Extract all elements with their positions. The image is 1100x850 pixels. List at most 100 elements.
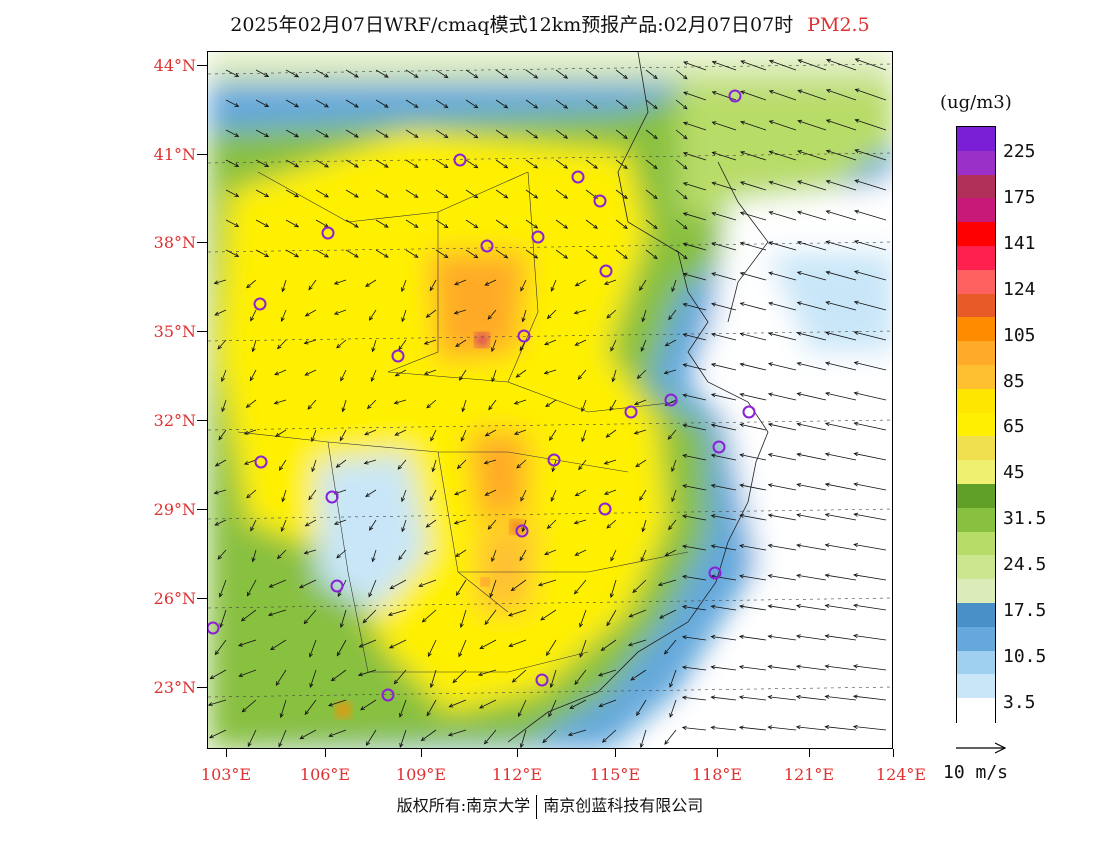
wind-vector-head	[268, 583, 274, 588]
wind-vector	[495, 249, 508, 259]
colorbar-label: 175	[1003, 187, 1036, 208]
wind-vector-head	[597, 672, 603, 677]
wind-vector	[215, 639, 227, 655]
wind-vector-head	[208, 734, 214, 739]
wind-vector-head	[623, 134, 628, 140]
wind-vector-head	[853, 512, 859, 517]
wind-vector	[375, 219, 389, 228]
wind-vector	[516, 459, 527, 469]
wind-vector	[740, 181, 767, 191]
wind-vector-head	[515, 373, 521, 378]
wind-vector-head	[664, 342, 670, 347]
wind-vector-head	[852, 664, 858, 669]
wind-vector-head	[682, 514, 687, 519]
wind-vector	[465, 219, 478, 229]
wind-vector	[516, 369, 527, 378]
wind-vector-head	[682, 484, 688, 489]
city-marker	[624, 405, 638, 419]
wind-vector-head	[341, 407, 346, 413]
wind-vector-head	[264, 223, 270, 228]
province-border	[507, 171, 539, 383]
wind-vector	[426, 309, 437, 318]
wind-vector	[315, 159, 329, 168]
wind-vector	[279, 459, 287, 471]
wind-vector-head	[611, 377, 616, 383]
wind-vector	[435, 69, 448, 78]
wind-vector	[430, 429, 437, 442]
wind-vector	[454, 279, 467, 286]
wind-vector	[465, 69, 478, 79]
wind-vector-head	[603, 281, 609, 285]
wind-vector	[659, 609, 677, 619]
city-marker	[391, 349, 405, 363]
wind-vector	[711, 273, 737, 281]
wind-vector-head	[653, 254, 658, 260]
wind-vector	[630, 669, 647, 681]
wind-vector-head	[824, 573, 830, 578]
wind-vector-head	[443, 163, 449, 169]
wind-vector-head	[246, 283, 251, 289]
colorbar-label: 31.5	[1003, 508, 1047, 529]
wind-vector	[825, 362, 857, 371]
wind-vector	[304, 369, 317, 376]
wind-vector	[769, 181, 797, 191]
wind-vector	[740, 363, 767, 371]
wind-vector	[739, 696, 767, 701]
wind-vector-head	[303, 550, 309, 555]
wind-vector-head	[483, 739, 489, 745]
wind-vector	[512, 669, 527, 683]
wind-vector-head	[429, 496, 434, 502]
wind-vector	[768, 363, 797, 371]
wind-vector	[740, 423, 767, 431]
wind-vector-head	[767, 392, 773, 397]
wind-vector	[797, 514, 827, 521]
wind-vector	[462, 399, 467, 412]
wind-vector-head	[371, 347, 376, 353]
city-marker	[547, 453, 561, 467]
wind-vector-head	[853, 482, 859, 487]
wind-vector-head	[510, 586, 516, 592]
wind-vector-head	[710, 453, 716, 458]
wind-vector-head	[563, 224, 569, 229]
wind-vector	[675, 189, 688, 200]
wind-vector-head	[214, 521, 220, 526]
wind-vector-head	[549, 436, 554, 441]
wind-vector	[479, 699, 497, 709]
wind-vector	[797, 453, 827, 461]
wind-vector-head	[533, 224, 539, 229]
wind-vector-head	[336, 553, 341, 559]
wind-vector	[305, 519, 317, 527]
wind-vector	[250, 309, 257, 321]
wind-vector	[796, 574, 827, 581]
wind-vector	[740, 454, 767, 461]
wind-vector-head	[641, 317, 646, 323]
city-marker	[515, 524, 529, 538]
wind-vector	[430, 669, 437, 688]
wind-vector	[615, 69, 628, 79]
wind-vector	[405, 189, 419, 198]
wind-vector-head	[328, 733, 334, 738]
wind-vector-head	[221, 377, 225, 383]
wind-vector	[632, 579, 647, 593]
wind-vector-head	[682, 134, 688, 140]
wind-vector	[769, 60, 797, 71]
wind-vector	[547, 519, 557, 529]
wind-vector-head	[574, 341, 580, 346]
wind-vector	[740, 272, 767, 281]
wind-vector-head	[521, 527, 526, 533]
wind-vector	[458, 639, 467, 657]
wind-vector	[683, 394, 707, 401]
wind-vector-head	[279, 713, 284, 719]
wind-vector-head	[275, 681, 280, 686]
wind-vector	[740, 242, 767, 251]
wind-vector	[853, 665, 887, 671]
wind-vector	[579, 639, 587, 658]
wind-vector	[435, 249, 448, 258]
wind-vector-head	[398, 555, 403, 561]
wind-vector-head	[503, 134, 509, 139]
wind-vector	[769, 90, 797, 101]
wind-vector	[598, 669, 617, 676]
wind-vector-head	[453, 310, 459, 315]
wind-vector-head	[336, 651, 341, 657]
wind-vector	[282, 489, 287, 502]
